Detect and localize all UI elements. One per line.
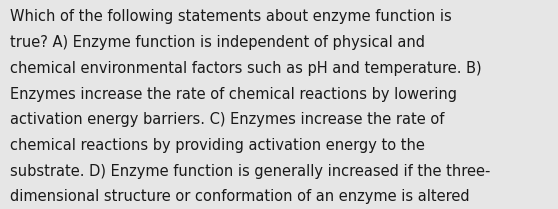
Text: true? A) Enzyme function is independent of physical and: true? A) Enzyme function is independent …: [10, 35, 425, 50]
Text: dimensional structure or conformation of an enzyme is altered: dimensional structure or conformation of…: [10, 189, 470, 204]
Text: Which of the following statements about enzyme function is: Which of the following statements about …: [10, 9, 452, 24]
Text: Enzymes increase the rate of chemical reactions by lowering: Enzymes increase the rate of chemical re…: [10, 87, 457, 102]
Text: activation energy barriers. C) Enzymes increase the rate of: activation energy barriers. C) Enzymes i…: [10, 112, 444, 127]
Text: chemical reactions by providing activation energy to the: chemical reactions by providing activati…: [10, 138, 425, 153]
Text: substrate. D) Enzyme function is generally increased if the three-: substrate. D) Enzyme function is general…: [10, 164, 490, 179]
Text: chemical environmental factors such as pH and temperature. B): chemical environmental factors such as p…: [10, 61, 482, 76]
